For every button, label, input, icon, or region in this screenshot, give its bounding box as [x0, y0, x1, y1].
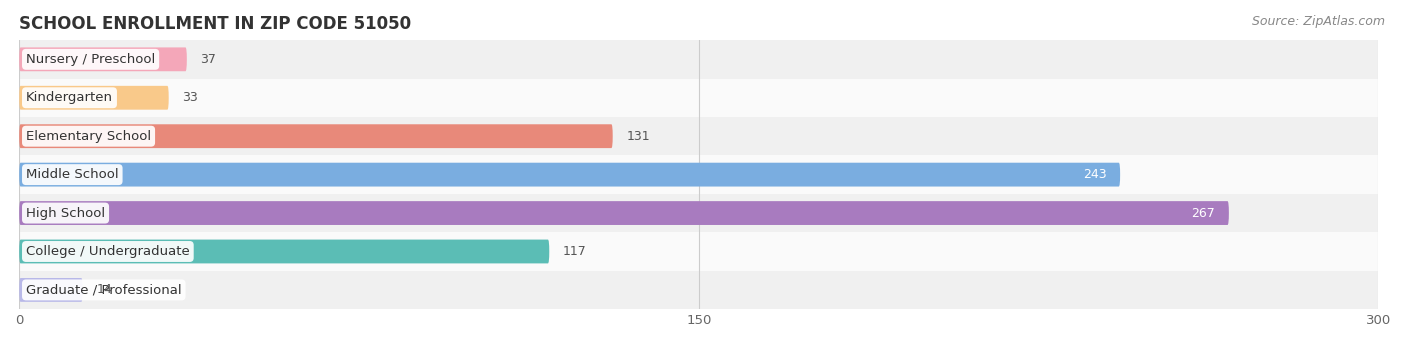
Bar: [20, 271, 1378, 309]
Text: 243: 243: [1083, 168, 1107, 181]
FancyBboxPatch shape: [20, 240, 550, 263]
Text: College / Undergraduate: College / Undergraduate: [25, 245, 190, 258]
Bar: [20, 232, 1378, 271]
Text: 14: 14: [96, 284, 112, 297]
Bar: [20, 194, 1378, 232]
Text: SCHOOL ENROLLMENT IN ZIP CODE 51050: SCHOOL ENROLLMENT IN ZIP CODE 51050: [20, 15, 412, 33]
Text: Middle School: Middle School: [25, 168, 118, 181]
Text: Graduate / Professional: Graduate / Professional: [25, 284, 181, 297]
Text: 267: 267: [1191, 207, 1215, 220]
Text: 117: 117: [562, 245, 586, 258]
Text: Source: ZipAtlas.com: Source: ZipAtlas.com: [1251, 15, 1385, 28]
FancyBboxPatch shape: [20, 48, 187, 71]
Bar: [20, 79, 1378, 117]
Bar: [20, 155, 1378, 194]
FancyBboxPatch shape: [20, 124, 613, 148]
Bar: [20, 117, 1378, 155]
Text: Elementary School: Elementary School: [25, 130, 150, 143]
Text: 131: 131: [626, 130, 650, 143]
Text: High School: High School: [25, 207, 105, 220]
FancyBboxPatch shape: [20, 86, 169, 110]
Text: 33: 33: [183, 91, 198, 104]
Bar: [20, 40, 1378, 79]
Text: Nursery / Preschool: Nursery / Preschool: [25, 53, 155, 66]
Text: Kindergarten: Kindergarten: [25, 91, 112, 104]
FancyBboxPatch shape: [20, 163, 1121, 186]
Text: 37: 37: [201, 53, 217, 66]
FancyBboxPatch shape: [20, 278, 83, 302]
FancyBboxPatch shape: [20, 201, 1229, 225]
